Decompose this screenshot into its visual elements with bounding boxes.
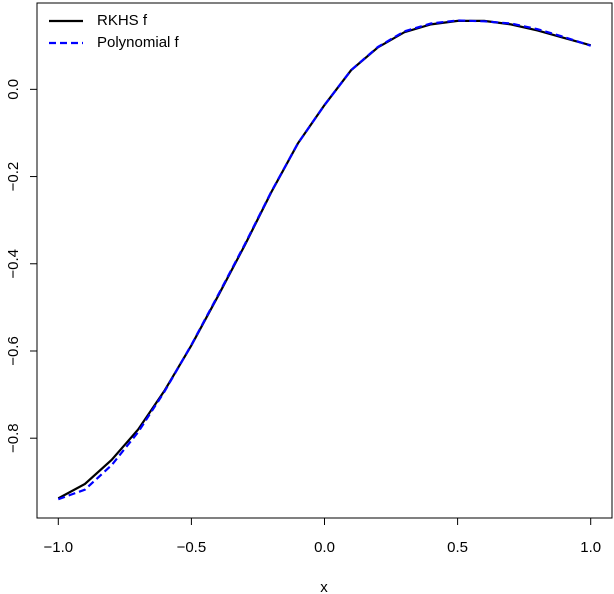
x-tick-label: −1.0 (43, 539, 73, 556)
legend-label: Polynomial f (97, 34, 180, 51)
x-tick-label: 1.0 (580, 539, 601, 556)
line-series (57, 19, 591, 500)
y-tick-label: −0.2 (5, 162, 22, 192)
legend-label: RKHS f (97, 12, 148, 29)
y-tick-label: −0.4 (5, 249, 22, 279)
plot-box (36, 2, 613, 519)
x-tick-label: 0.0 (314, 539, 335, 556)
y-tick-label: 0.0 (5, 79, 22, 100)
x-tick-label: −0.5 (177, 539, 207, 556)
line-series (57, 19, 592, 501)
y-tick-label: −0.8 (5, 423, 22, 453)
y-tick-label: −0.6 (5, 336, 22, 366)
x-tick-label: 0.5 (447, 539, 468, 556)
x-axis-label: x (320, 579, 328, 594)
